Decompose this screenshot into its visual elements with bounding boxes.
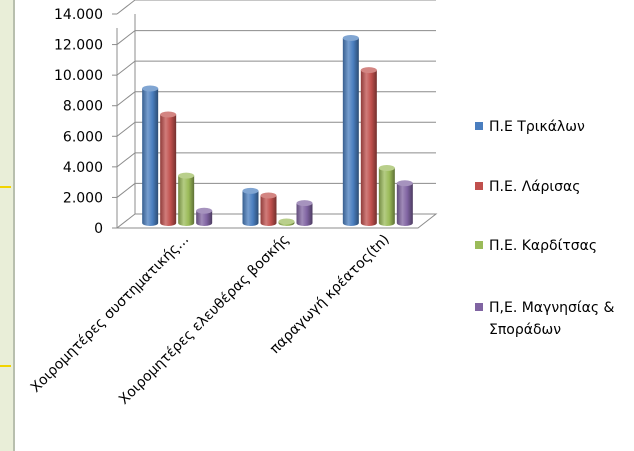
gridline	[116, 91, 436, 107]
gridline	[116, 182, 436, 198]
bar	[278, 218, 295, 226]
bar	[378, 164, 395, 226]
legend-label: Π,Ε. Μαγνησίας &	[489, 300, 615, 316]
gridline	[116, 0, 436, 15]
bar	[342, 35, 359, 226]
edge-marker	[0, 365, 11, 367]
bar	[142, 85, 159, 226]
legend-swatch	[475, 303, 483, 311]
y-tick-label: 0	[94, 221, 103, 237]
bar	[360, 67, 377, 227]
x-axis-categories: Χοιρομητέρες συστηματικής...Χοιρομητέρες…	[28, 232, 393, 408]
y-tick-label: 2.000	[63, 190, 103, 206]
window-left-edge	[0, 0, 15, 451]
legend-item: Π,Ε. Μαγνησίας & Σποράδων	[475, 300, 615, 338]
bar	[196, 207, 213, 226]
legend-swatch	[475, 241, 483, 249]
bar	[242, 187, 259, 226]
y-tick-label: 14.000	[54, 7, 103, 23]
bar	[396, 180, 413, 226]
legend-swatch	[475, 182, 483, 190]
y-tick-label: 4.000	[63, 160, 103, 176]
y-tick-label: 12.000	[54, 38, 103, 54]
legend-item: Π.Ε. Λάρισας	[475, 179, 580, 195]
y-tick-label: 10.000	[54, 68, 103, 84]
gridline	[116, 152, 436, 168]
bar	[178, 172, 195, 226]
x-category-label: Χοιρομητέρες ελευθέρας βοσκής	[116, 232, 292, 408]
legend-label: Π.Ε. Λάρισας	[489, 179, 580, 195]
legend-swatch	[475, 122, 483, 130]
edge-marker	[0, 186, 11, 188]
gridline	[116, 60, 436, 76]
x-category-label: Χοιρομητέρες συστηματικής...	[28, 232, 192, 396]
legend-item: Π.Ε Τρικάλων	[475, 119, 585, 135]
gridlines	[116, 0, 436, 198]
legend-label: Π.Ε. Καρδίτσας	[489, 238, 597, 254]
legend-label: Π.Ε Τρικάλων	[489, 119, 585, 135]
x-category-label: παραγωγή κρέατος(tn)	[267, 232, 393, 358]
legend-label: Σποράδων	[489, 322, 561, 338]
bars	[142, 35, 413, 227]
y-tick-label: 6.000	[63, 129, 103, 145]
y-tick-label: 8.000	[63, 99, 103, 115]
y-axis-ticks: 0 2.000 4.000 6.000 8.000 10.000 12.000 14.000	[54, 7, 117, 237]
legend: Π.Ε Τρικάλων Π.Ε. Λάρισας Π.Ε. Καρδίτσας Π,…	[475, 119, 615, 338]
bar	[260, 192, 277, 226]
bar	[160, 111, 177, 226]
gridline	[116, 30, 436, 45]
gridline	[116, 121, 436, 137]
legend-item: Π.Ε. Καρδίτσας	[475, 238, 597, 254]
bar	[296, 200, 313, 226]
